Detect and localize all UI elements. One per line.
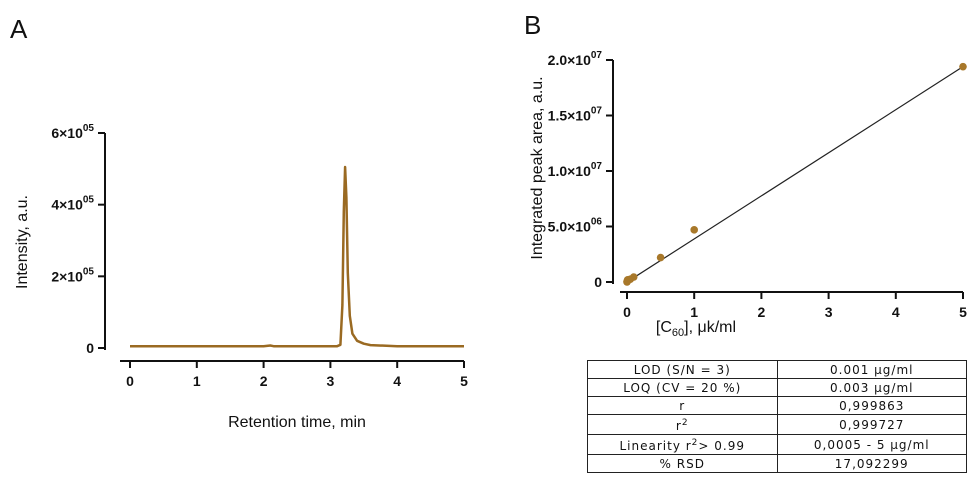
x-tick-label: 2 — [758, 304, 766, 320]
data-point — [690, 226, 698, 234]
stats-label: % RSD — [587, 454, 778, 473]
stats-table: LOD (S/N = 3) 0.001 μg/ml LOQ (CV = 20 %) 0… — [587, 360, 967, 473]
y-tick-label: 2×1005 — [51, 266, 94, 284]
x-tick-label: 4 — [892, 304, 900, 320]
stats-value: 17,092299 — [776, 454, 967, 473]
stats-row: r 0,999863 — [587, 396, 967, 415]
regression-line — [626, 66, 964, 283]
y-tick-label: 5.0×1006 — [548, 217, 603, 235]
panel-a-x-axis-title: Retention time, min — [228, 414, 366, 431]
data-point — [629, 273, 638, 281]
y-tick-label: 0 — [594, 274, 602, 290]
stats-value: 0,999727 — [776, 414, 967, 435]
stats-label: Linearity r2> 0.99 — [587, 434, 778, 455]
panel-a-letter: A — [10, 14, 28, 44]
stats-value: 0.001 μg/ml — [776, 360, 967, 379]
x-tick-label: 0 — [623, 304, 631, 320]
x-tick-label: 3 — [327, 373, 335, 389]
data-point — [959, 62, 967, 71]
stats-value: 0.003 μg/ml — [776, 378, 967, 397]
panel-b-points — [623, 62, 967, 286]
stats-label: r — [587, 396, 778, 415]
panel-b-chart: B 0 1 2 3 4 5 0 5.0×1006 1.0×1007 1.5×1007 2.0×100… — [524, 10, 967, 339]
y-tick-label: 2.0×1007 — [548, 50, 603, 68]
stats-value: 0,0005 - 5 μg/ml — [776, 434, 967, 455]
panel-b-y-axis-title: Integrated peak area, a.u. — [529, 76, 546, 259]
panel-a-axes — [104, 133, 464, 362]
panel-b-ticks: 0 1 2 3 4 5 0 5.0×1006 1.0×1007 1.5×1007 2.0×1007 — [548, 50, 967, 320]
stats-label: LOQ (CV = 20 %) — [587, 378, 778, 397]
x-tick-label: 0 — [126, 373, 134, 389]
panel-a-ticks: 0 1 2 3 4 5 0 2×1005 4×1005 6×1005 — [51, 123, 468, 389]
x-tick-label: 4 — [393, 373, 401, 389]
x-tick-label: 5 — [959, 304, 967, 320]
panel-a-y-axis-title: Intensity, a.u. — [14, 195, 31, 289]
data-point — [656, 253, 665, 262]
y-tick-label: 4×1005 — [51, 195, 94, 213]
x-tick-label: 5 — [460, 373, 468, 389]
stats-row: LOQ (CV = 20 %) 0.003 μg/ml — [587, 378, 967, 397]
panel-a-series — [130, 165, 464, 348]
x-tick-label: 3 — [825, 304, 833, 320]
stats-label: r2 — [587, 414, 778, 435]
y-tick-label: 1.5×1007 — [548, 106, 603, 124]
x-tick-label: 1 — [193, 373, 201, 389]
y-tick-label: 6×1005 — [51, 123, 94, 141]
y-tick-label: 0 — [86, 340, 94, 356]
chromatogram-line — [130, 165, 464, 348]
panel-b-fit-line — [626, 66, 964, 283]
stats-value: 0,999863 — [776, 396, 967, 415]
stats-row: % RSD 17,092299 — [587, 454, 967, 473]
x-tick-label: 1 — [690, 304, 698, 320]
stats-row: r2 0,999727 — [587, 414, 967, 435]
stats-row: LOD (S/N = 3) 0.001 μg/ml — [587, 360, 967, 379]
panel-b-letter: B — [524, 10, 541, 40]
x-tick-label: 2 — [260, 373, 268, 389]
panel-a-chart: A 0 1 2 3 4 5 0 2×1005 4×1005 6×1005 Retention ti… — [10, 14, 468, 431]
stats-label: LOD (S/N = 3) — [587, 360, 778, 379]
stats-row: Linearity r2> 0.99 0,0005 - 5 μg/ml — [587, 434, 967, 455]
panel-b-x-axis-title: [C60], μk/ml — [656, 319, 736, 339]
y-tick-label: 1.0×1007 — [548, 161, 603, 179]
